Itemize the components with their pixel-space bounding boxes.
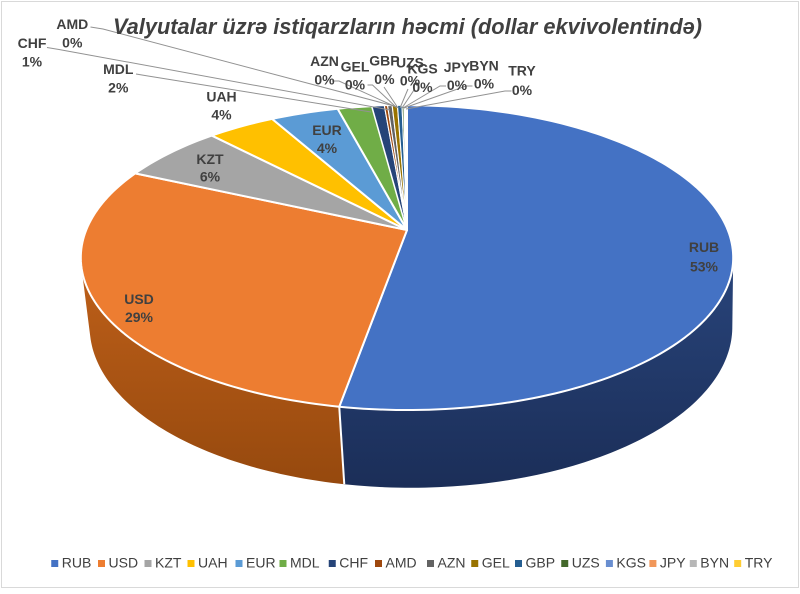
svg-text:TRY: TRY	[745, 555, 773, 571]
svg-text:MDL: MDL	[103, 61, 134, 77]
svg-text:GBP: GBP	[369, 53, 399, 69]
svg-text:UAH: UAH	[206, 88, 236, 104]
svg-text:4%: 4%	[317, 140, 338, 156]
svg-text:29%: 29%	[125, 309, 154, 325]
svg-text:BYN: BYN	[469, 57, 499, 73]
svg-text:AZN: AZN	[310, 53, 339, 69]
svg-text:JPY: JPY	[660, 555, 686, 571]
svg-text:AMD: AMD	[56, 16, 88, 32]
svg-text:AMD: AMD	[386, 555, 417, 571]
svg-text:RUB: RUB	[689, 239, 719, 255]
svg-text:1%: 1%	[22, 54, 43, 70]
svg-text:KZT: KZT	[196, 151, 224, 167]
svg-text:GBP: GBP	[526, 555, 556, 571]
svg-text:0%: 0%	[512, 82, 533, 98]
svg-text:RUB: RUB	[62, 555, 92, 571]
svg-text:MDL: MDL	[290, 555, 320, 571]
svg-text:0%: 0%	[412, 79, 433, 95]
svg-text:KZT: KZT	[155, 555, 182, 571]
svg-text:4%: 4%	[211, 107, 232, 123]
svg-text:Valyutalar üzrə istiqarzların: Valyutalar üzrə istiqarzların həcmi (dol…	[113, 14, 702, 39]
svg-text:GEL: GEL	[482, 555, 510, 571]
svg-text:UZS: UZS	[396, 54, 424, 70]
svg-text:AZN: AZN	[438, 555, 466, 571]
svg-text:0%: 0%	[345, 77, 366, 93]
svg-text:BYN: BYN	[700, 555, 729, 571]
svg-text:EUR: EUR	[246, 555, 276, 571]
svg-text:6%: 6%	[200, 169, 221, 185]
svg-text:USD: USD	[124, 291, 154, 307]
svg-text:CHF: CHF	[339, 555, 368, 571]
svg-text:2%: 2%	[108, 80, 129, 96]
svg-text:CHF: CHF	[18, 35, 47, 51]
svg-text:53%: 53%	[690, 259, 719, 275]
svg-text:TRY: TRY	[508, 63, 536, 79]
svg-text:GEL: GEL	[341, 59, 370, 75]
svg-text:0%: 0%	[447, 77, 468, 93]
svg-text:0%: 0%	[474, 76, 495, 92]
svg-text:USD: USD	[109, 555, 139, 571]
svg-text:EUR: EUR	[312, 122, 342, 138]
svg-text:0%: 0%	[400, 72, 421, 88]
svg-text:KGS: KGS	[407, 61, 437, 77]
svg-text:UAH: UAH	[198, 555, 228, 571]
svg-text:0%: 0%	[374, 71, 395, 87]
svg-text:KGS: KGS	[616, 555, 646, 571]
svg-text:UZS: UZS	[572, 555, 600, 571]
svg-text:JPY: JPY	[444, 59, 471, 75]
svg-text:0%: 0%	[62, 35, 83, 51]
svg-text:0%: 0%	[314, 72, 335, 88]
